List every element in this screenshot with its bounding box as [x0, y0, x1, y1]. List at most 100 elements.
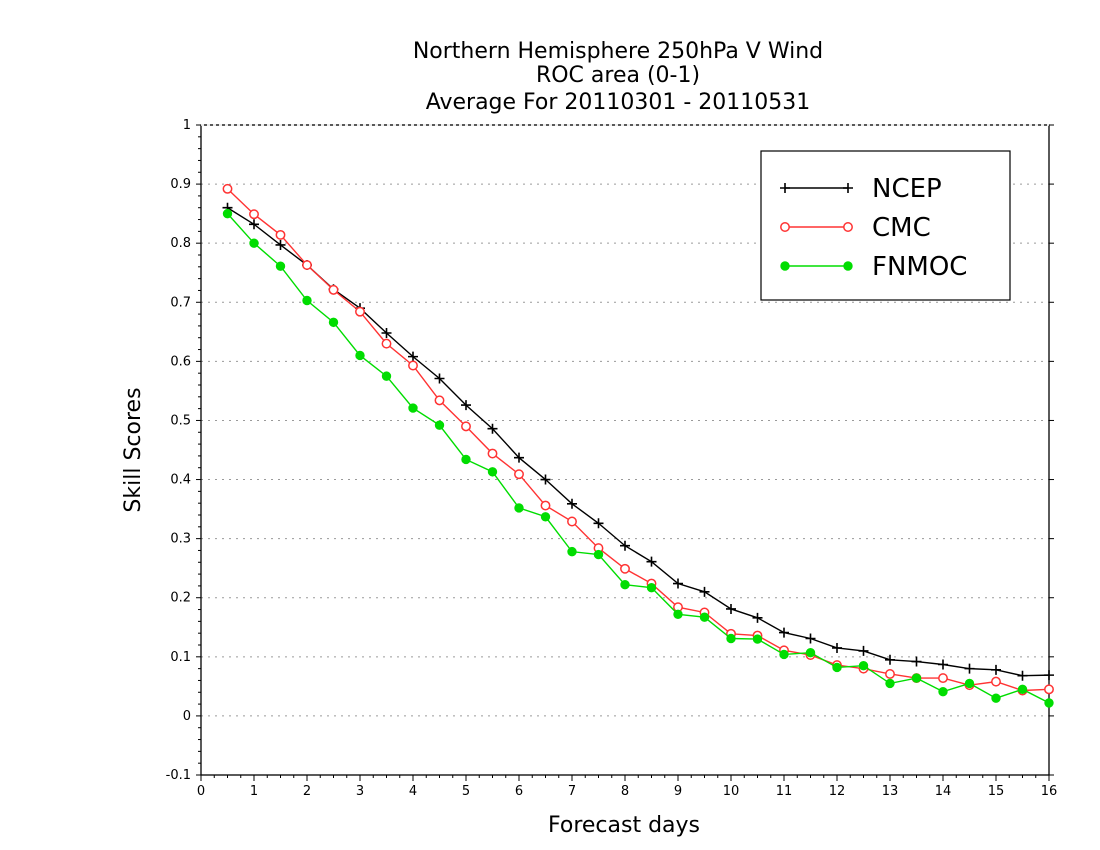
data-point-fnmoc: [779, 649, 789, 660]
x-tick-label: 0: [197, 784, 205, 799]
x-tick-label: 7: [568, 784, 576, 799]
data-point-cmc: [514, 469, 524, 480]
data-point-ncep: [1017, 670, 1028, 681]
data-point-cmc: [408, 360, 418, 371]
legend-marker-ncep: [843, 183, 853, 193]
data-point-fnmoc: [911, 673, 922, 683]
y-tick-label: 0.8: [170, 236, 191, 251]
data-point-ncep: [593, 518, 604, 529]
legend-box: [760, 150, 1011, 301]
data-point-fnmoc: [540, 512, 551, 522]
y-tick-label: 0.4: [170, 473, 191, 488]
x-tick-label: 11: [776, 784, 793, 799]
grid: [201, 183, 1049, 717]
legend-marker-ncep: [780, 183, 790, 193]
data-point-ncep: [832, 642, 842, 653]
legend-marker-cmc: [843, 222, 853, 232]
data-point-fnmoc: [408, 403, 418, 413]
data-point-ncep: [699, 586, 710, 597]
legend-label-cmc: CMC: [872, 213, 931, 243]
data-point-fnmoc: [302, 295, 312, 306]
y-tick-label: 0.3: [170, 532, 191, 547]
x-tick-label: 8: [621, 784, 629, 799]
data-point-fnmoc: [593, 549, 604, 560]
plot-series: [222, 183, 1054, 708]
x-tick-label: 3: [356, 784, 364, 799]
data-point-ncep: [381, 328, 392, 338]
x-tick-label: 12: [829, 784, 846, 799]
data-point-cmc: [885, 669, 895, 679]
data-point-cmc: [381, 338, 392, 349]
data-point-cmc: [567, 516, 577, 527]
data-point-ncep: [805, 633, 816, 644]
data-point-ncep: [249, 219, 259, 230]
data-point-ncep: [620, 540, 630, 551]
y-tick-label: 0.9: [170, 177, 191, 192]
legend-marker-fnmoc: [780, 261, 790, 271]
data-point-cmc: [249, 209, 259, 220]
data-point-fnmoc: [249, 238, 259, 248]
data-point-ncep: [779, 627, 789, 638]
data-point-fnmoc: [328, 317, 339, 328]
y-tick-label: 0.6: [170, 354, 191, 369]
y-tick-label: 0.7: [170, 295, 191, 310]
data-point-ncep: [911, 656, 922, 667]
y-tick-label: 0.1: [170, 650, 191, 665]
data-point-ncep: [567, 498, 577, 509]
data-point-ncep: [885, 654, 895, 665]
data-point-ncep: [673, 578, 683, 589]
data-point-ncep: [726, 603, 736, 614]
data-point-fnmoc: [991, 693, 1001, 703]
data-point-ncep: [964, 663, 975, 674]
x-tick-label: 5: [462, 784, 470, 799]
data-point-fnmoc: [567, 546, 577, 557]
data-point-cmc: [461, 421, 471, 432]
data-point-ncep: [540, 474, 551, 485]
legend-marker-cmc: [780, 222, 790, 232]
data-point-fnmoc: [461, 454, 471, 465]
data-point-ncep: [1044, 670, 1054, 681]
data-point-fnmoc: [434, 420, 445, 430]
chart-title: Northern Hemisphere 250hPa V Wind ROC ar…: [413, 39, 823, 115]
data-point-ncep: [938, 659, 948, 670]
y-tick-label: 0.2: [170, 591, 191, 606]
x-axis-label: Forecast days: [548, 813, 700, 838]
data-point-fnmoc: [805, 647, 816, 658]
data-point-fnmoc: [514, 503, 524, 513]
data-point-ncep: [408, 351, 418, 362]
legend-label-fnmoc: FNMOC: [872, 252, 967, 282]
legend-label-ncep: NCEP: [872, 174, 942, 204]
x-tick-label: 1: [250, 784, 258, 799]
data-point-fnmoc: [487, 467, 498, 477]
data-point-cmc: [487, 448, 498, 459]
series-fnmoc: [222, 208, 1054, 708]
legend-marker-fnmoc: [843, 261, 853, 271]
data-point-ncep: [434, 373, 445, 384]
x-tick-label: 14: [935, 784, 952, 799]
x-tick-label: 10: [723, 784, 740, 799]
data-point-fnmoc: [620, 580, 630, 590]
data-point-cmc: [328, 284, 339, 295]
data-point-fnmoc: [726, 633, 736, 644]
data-point-ncep: [646, 556, 657, 567]
y-tick-label: 0: [183, 709, 191, 724]
x-tick-label: 9: [674, 784, 682, 799]
data-point-ncep: [461, 400, 471, 411]
data-point-cmc: [991, 676, 1001, 687]
axes: -0.100.10.20.30.40.50.60.70.80.910 1 2 3 4 5 6…: [166, 118, 1058, 799]
data-point-fnmoc: [1017, 684, 1028, 695]
data-point-fnmoc: [858, 660, 869, 671]
x-tick-label: 13: [882, 784, 899, 799]
data-point-ncep: [514, 452, 524, 463]
y-tick-label: 1: [183, 118, 191, 133]
data-point-cmc: [355, 306, 365, 317]
data-point-fnmoc: [275, 261, 286, 271]
chart-title-line-3: Average For 20110301 - 20110531: [426, 90, 811, 115]
data-point-cmc: [1044, 684, 1054, 695]
data-point-fnmoc: [355, 350, 365, 361]
data-point-cmc: [620, 563, 630, 574]
y-tick-label: 0.5: [170, 413, 191, 428]
data-point-fnmoc: [381, 371, 392, 381]
data-point-fnmoc: [222, 208, 233, 219]
